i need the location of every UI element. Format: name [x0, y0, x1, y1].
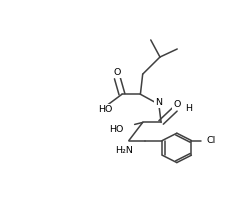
Text: H₂N: H₂N [115, 146, 133, 155]
Text: Cl: Cl [207, 136, 216, 145]
Text: HO: HO [109, 125, 123, 134]
Text: H: H [185, 104, 192, 113]
Text: O: O [174, 100, 181, 109]
Text: HO: HO [98, 105, 112, 114]
Text: N: N [155, 98, 162, 107]
Text: O: O [114, 68, 121, 77]
